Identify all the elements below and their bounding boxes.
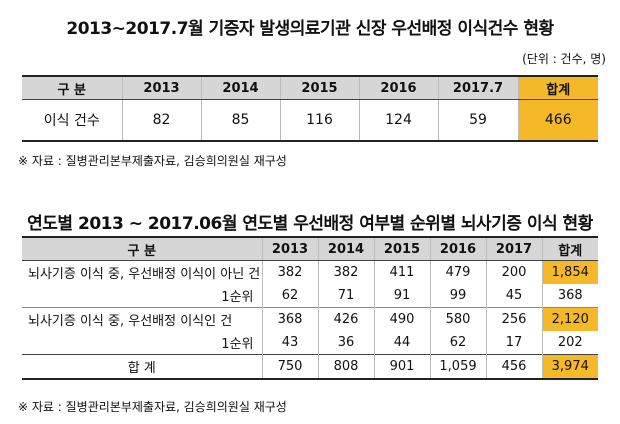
table2-header-2017: 2017: [485, 237, 542, 261]
table2-cell: 382: [317, 260, 374, 284]
row-label: 1순위: [221, 290, 254, 305]
table2-cell: 99: [429, 284, 486, 308]
table1-title: 2013~2017.7월 기증자 발생의료기관 신장 우선배정 이식건수 현황: [66, 19, 554, 39]
table-row: 1순위 62 71 91 99 45 368: [22, 284, 598, 308]
table2-total-cell: 368: [541, 284, 598, 308]
table2-source: ※ 자료 : 질병관리본부제출자료, 김승희의원실 재구성: [18, 400, 287, 414]
table2-cell: 479: [429, 260, 486, 284]
table1-total-cell: 466: [517, 99, 598, 141]
table2-cell: 44: [373, 331, 430, 355]
table2-total-cell: 202: [541, 331, 598, 355]
table1-source: ※ 자료 : 질병관리본부제출자료, 김승희의원실 재구성: [18, 154, 287, 168]
table2-header-category: 구 분: [22, 237, 262, 261]
row-label: 1순위: [221, 337, 254, 352]
table-row: 1순위 43 36 44 62 17 202: [22, 331, 598, 355]
table-row: 뇌사기증 이식 중, 우선배정 이식이 아닌 건 382 382 411 479…: [22, 260, 598, 284]
table2-total-cell: 1,854: [541, 260, 598, 284]
table1-row-label: 이식 건수: [43, 113, 100, 129]
table-row-total: 합 계 750 808 901 1,059 456 3,974: [22, 354, 598, 379]
table2-total-cell: 2,120: [541, 307, 598, 331]
table2-cell: 426: [317, 307, 374, 331]
table1-header-row: 구 분 2013 2014 2015 2016 2017.7 합계: [22, 76, 598, 100]
table2-header-2015: 2015: [373, 237, 430, 261]
table2: 구 분 2013 2014 2015 2016 2017 합계 뇌사기증 이식 …: [22, 236, 598, 380]
table2-cell: 43: [261, 331, 318, 355]
table1-header-2016: 2016: [358, 76, 438, 100]
table-row: 이식 건수 82 85 116 124 59 466: [22, 99, 598, 141]
table1-cell: 85: [200, 99, 280, 141]
table2-header-2016: 2016: [429, 237, 486, 261]
table2-cell: 456: [485, 354, 542, 379]
table2-header-2014: 2014: [317, 237, 374, 261]
table1-header-2017: 2017.7: [437, 76, 518, 100]
table1-cell: 116: [279, 99, 359, 141]
row-label: 합 계: [22, 354, 262, 379]
table1-cell: 59: [437, 99, 518, 141]
table2-cell: 411: [373, 260, 430, 284]
table2-cell: 62: [261, 284, 318, 308]
table2-title: 연도별 2013 ~ 2017.06월 연도별 우선배정 여부별 순위별 뇌사기…: [27, 214, 593, 234]
table-row: 뇌사기증 이식 중, 우선배정 이식인 건 368 426 490 580 25…: [22, 307, 598, 331]
table2-cell: 71: [317, 284, 374, 308]
table2-header-2013: 2013: [261, 237, 318, 261]
row-label: 뇌사기증 이식 중, 우선배정 이식인 건: [22, 307, 262, 331]
table2-cell: 36: [317, 331, 374, 355]
table2-header-total: 합계: [541, 237, 598, 261]
row-label: 뇌사기증 이식 중, 우선배정 이식이 아닌 건: [28, 267, 261, 282]
table2-cell: 750: [261, 354, 318, 379]
table2-total-cell: 3,974: [541, 354, 598, 379]
table2-cell: 901: [373, 354, 430, 379]
table2-cell: 91: [373, 284, 430, 308]
table2-cell: 580: [429, 307, 486, 331]
table2-cell: 1,059: [429, 354, 486, 379]
table2-header-row: 구 분 2013 2014 2015 2016 2017 합계: [22, 237, 598, 261]
table1: 구 분 2013 2014 2015 2016 2017.7 합계 이식 건수 …: [22, 75, 598, 142]
table2-cell: 200: [485, 260, 542, 284]
table1-header-total: 합계: [517, 76, 598, 100]
unit-note: (단위 : 건수, 명): [522, 52, 606, 66]
table2-cell: 382: [261, 260, 318, 284]
table2-cell: 17: [485, 331, 542, 355]
table2-cell: 256: [485, 307, 542, 331]
table2-cell: 808: [317, 354, 374, 379]
table1-cell: 82: [121, 99, 201, 141]
table2-cell: 368: [261, 307, 318, 331]
table2-cell: 62: [429, 331, 486, 355]
table1-header-2014: 2014: [200, 76, 280, 100]
table2-cell: 45: [485, 284, 542, 308]
table1-cell: 124: [358, 99, 438, 141]
table1-header-2013: 2013: [121, 76, 201, 100]
table1-header-category: 구 분: [22, 76, 122, 100]
table2-cell: 490: [373, 307, 430, 331]
table1-header-2015: 2015: [279, 76, 359, 100]
